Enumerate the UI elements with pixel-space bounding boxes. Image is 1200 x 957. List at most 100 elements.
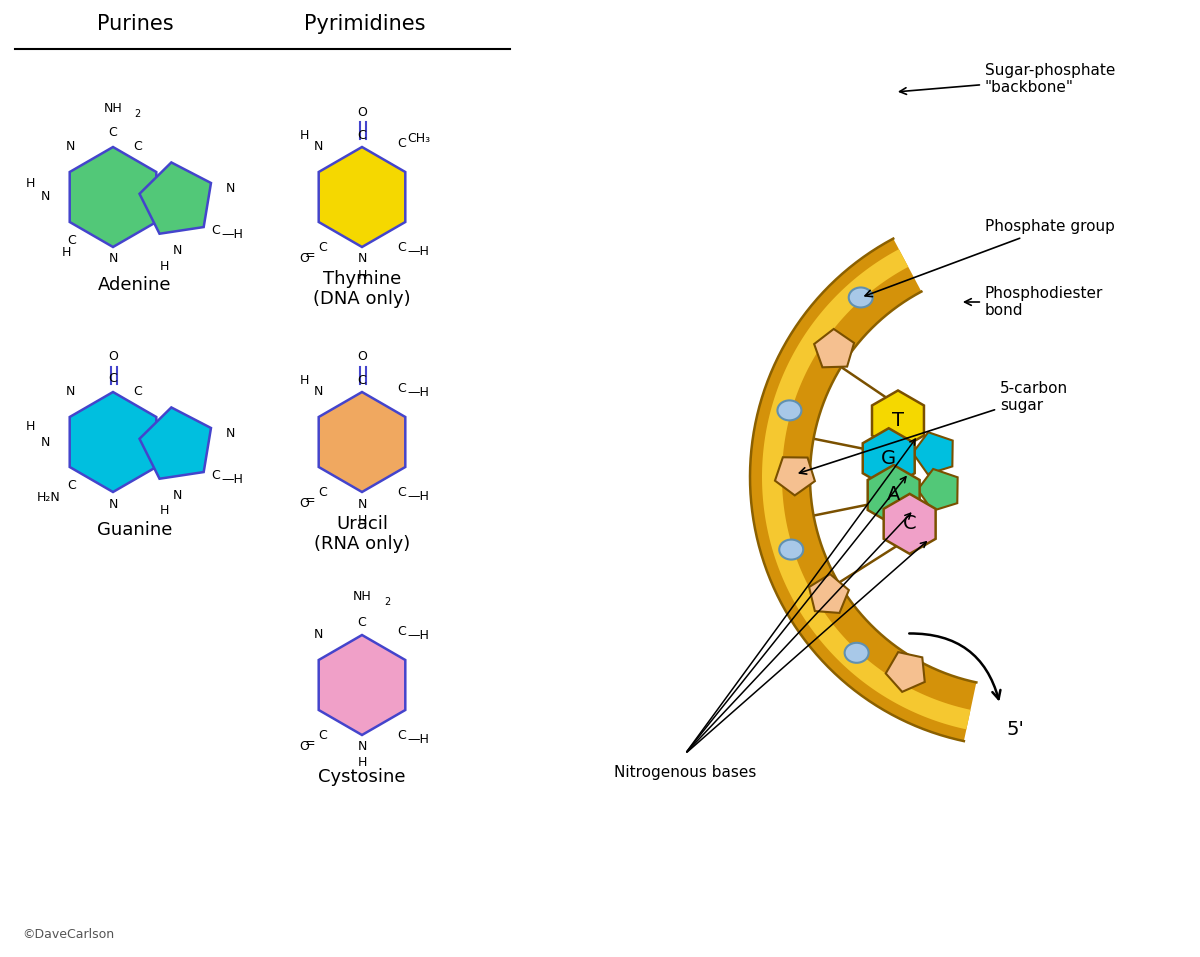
Text: N: N — [66, 385, 76, 398]
Polygon shape — [872, 390, 924, 451]
Polygon shape — [814, 329, 854, 367]
Text: C: C — [397, 137, 406, 150]
Polygon shape — [913, 433, 953, 474]
Polygon shape — [868, 465, 919, 525]
Text: O: O — [108, 350, 118, 364]
Text: C: C — [397, 241, 406, 254]
Text: —H: —H — [407, 733, 428, 746]
Text: N: N — [41, 435, 50, 449]
Ellipse shape — [779, 540, 803, 560]
Text: N: N — [313, 628, 323, 641]
Polygon shape — [883, 494, 936, 554]
Text: —H: —H — [222, 229, 244, 241]
Text: N: N — [41, 190, 50, 204]
Text: G: G — [881, 449, 896, 468]
Text: C: C — [133, 385, 143, 398]
Text: T: T — [892, 411, 904, 430]
Polygon shape — [863, 428, 914, 488]
Text: H: H — [160, 504, 169, 518]
Text: C: C — [109, 126, 118, 140]
Text: C: C — [318, 729, 326, 742]
Text: H: H — [358, 269, 367, 281]
Text: Phosphate group: Phosphate group — [865, 219, 1115, 297]
Polygon shape — [70, 392, 156, 492]
Polygon shape — [775, 457, 815, 496]
Polygon shape — [319, 635, 406, 735]
Polygon shape — [750, 238, 977, 741]
Polygon shape — [319, 392, 406, 492]
Text: N: N — [108, 498, 118, 510]
Polygon shape — [762, 249, 971, 729]
Text: C: C — [358, 616, 366, 630]
Text: N: N — [313, 385, 323, 398]
Text: 5': 5' — [1006, 720, 1024, 739]
Text: Phosphodiester
bond: Phosphodiester bond — [965, 286, 1103, 318]
Text: C: C — [902, 514, 917, 533]
Ellipse shape — [778, 400, 802, 420]
Text: N: N — [226, 182, 235, 194]
Ellipse shape — [848, 287, 872, 307]
Text: Adenine: Adenine — [98, 276, 172, 294]
Text: =: = — [305, 737, 314, 750]
Text: NH: NH — [353, 590, 371, 604]
Polygon shape — [918, 469, 958, 511]
Text: C: C — [397, 625, 406, 638]
Text: H: H — [61, 246, 71, 259]
Text: C: C — [211, 469, 220, 482]
Text: =: = — [305, 249, 314, 262]
Text: C: C — [211, 224, 220, 237]
Text: H: H — [160, 259, 169, 273]
Text: H₂N: H₂N — [36, 491, 60, 504]
Text: N: N — [358, 253, 367, 265]
Text: Cystosine: Cystosine — [318, 768, 406, 786]
Text: H: H — [25, 176, 35, 189]
Text: C: C — [109, 371, 118, 385]
Text: A: A — [887, 485, 900, 504]
Text: Pyrimidines: Pyrimidines — [305, 14, 426, 34]
Text: H: H — [358, 756, 367, 769]
Text: Nitrogenous bases: Nitrogenous bases — [614, 765, 756, 780]
Text: CH₃: CH₃ — [407, 132, 430, 145]
Text: H: H — [358, 514, 367, 526]
Text: Thymine
(DNA only): Thymine (DNA only) — [313, 270, 410, 308]
Text: O: O — [299, 252, 310, 265]
Text: C: C — [397, 486, 406, 499]
Polygon shape — [886, 652, 925, 692]
Text: Sugar-phosphate
"backbone": Sugar-phosphate "backbone" — [900, 63, 1115, 95]
Text: NH: NH — [103, 102, 122, 116]
Text: C: C — [397, 382, 406, 395]
Text: N: N — [66, 140, 76, 153]
Text: N: N — [358, 741, 367, 753]
Text: N: N — [313, 140, 323, 153]
Text: N: N — [173, 244, 181, 257]
Text: C: C — [318, 486, 326, 499]
Text: N: N — [108, 253, 118, 265]
Text: —H: —H — [407, 245, 428, 258]
Text: C: C — [397, 729, 406, 742]
Text: O: O — [358, 350, 367, 364]
Text: O: O — [299, 497, 310, 510]
Text: C: C — [358, 128, 366, 142]
Polygon shape — [139, 163, 211, 234]
Text: Guanine: Guanine — [97, 521, 173, 539]
Text: O: O — [299, 740, 310, 753]
Text: —H: —H — [222, 474, 244, 486]
Text: —H: —H — [407, 629, 428, 642]
Text: C: C — [133, 140, 143, 153]
Text: 2: 2 — [384, 597, 390, 607]
Text: 2: 2 — [134, 109, 140, 119]
Text: N: N — [226, 427, 235, 439]
Text: C: C — [318, 241, 326, 254]
Text: Uracil
(RNA only): Uracil (RNA only) — [314, 515, 410, 553]
Text: C: C — [67, 234, 76, 247]
Polygon shape — [319, 147, 406, 247]
Text: ©DaveCarlson: ©DaveCarlson — [22, 928, 114, 942]
Text: =: = — [305, 494, 314, 507]
Text: C: C — [67, 479, 76, 492]
Text: Purines: Purines — [97, 14, 173, 34]
Text: —H: —H — [407, 386, 428, 399]
Text: O: O — [358, 105, 367, 119]
Text: H: H — [300, 129, 310, 142]
Ellipse shape — [845, 643, 869, 663]
Text: H: H — [300, 374, 310, 387]
